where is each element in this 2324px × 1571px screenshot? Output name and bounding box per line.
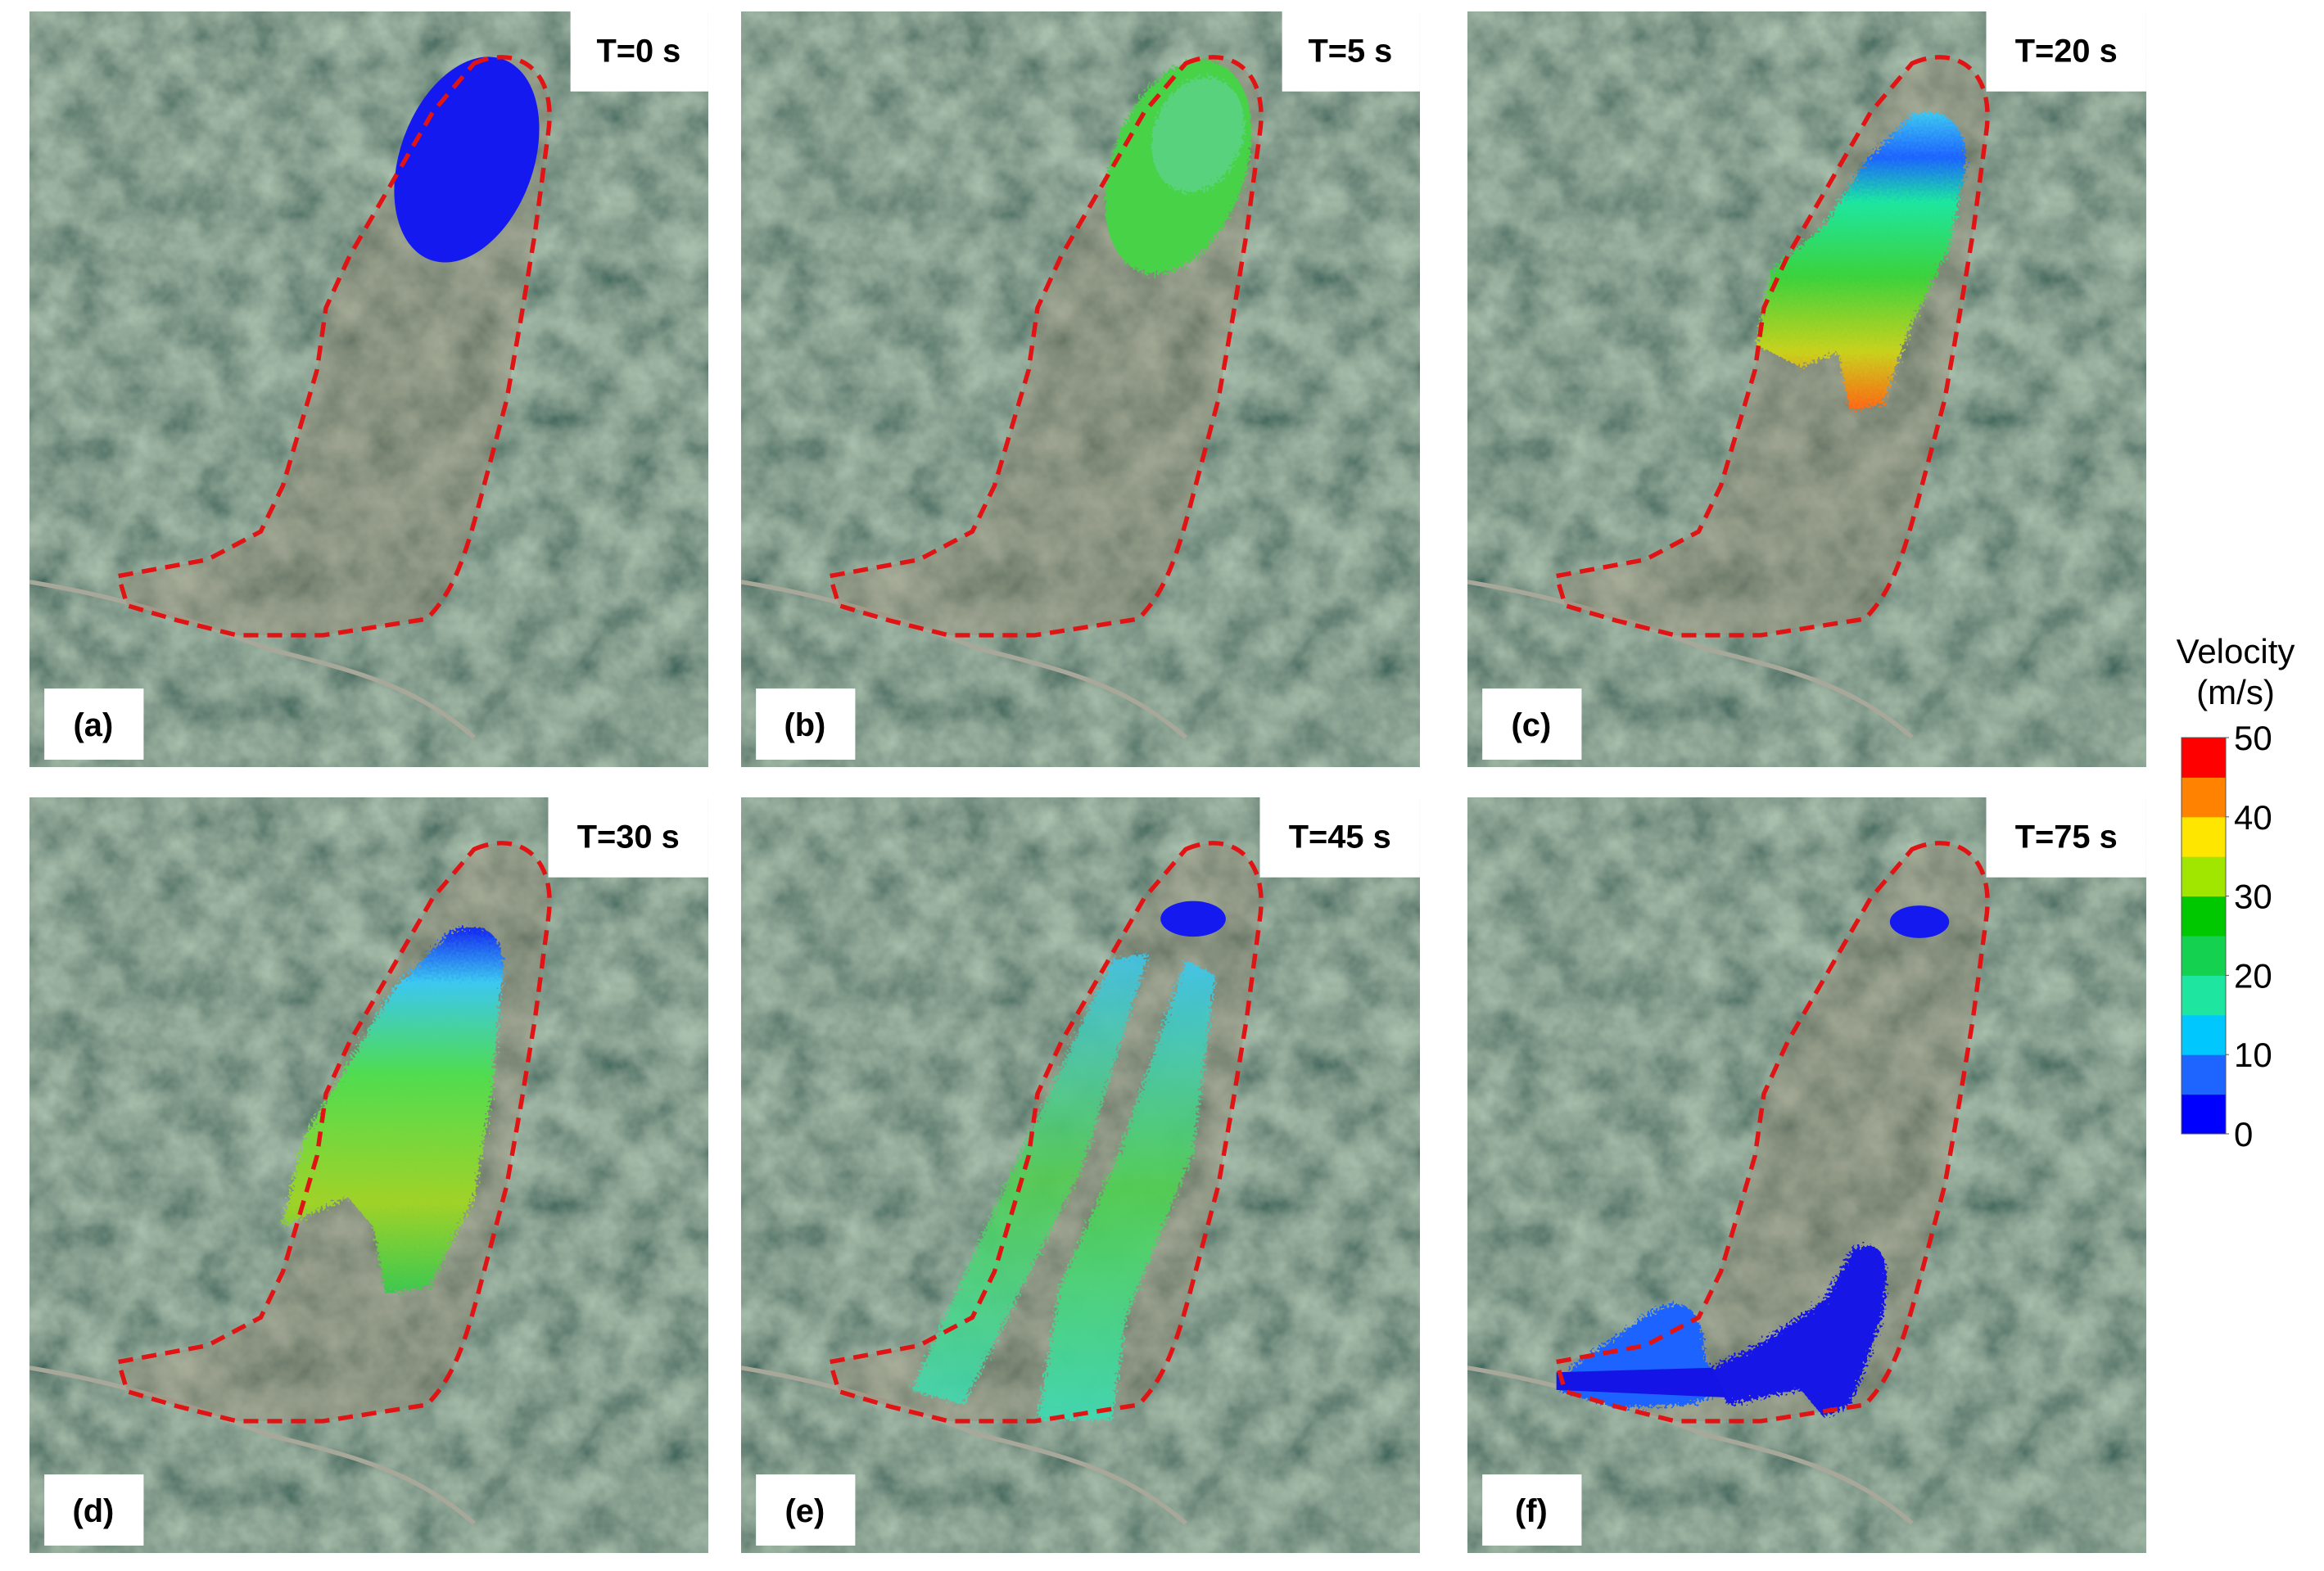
- mass: [281, 927, 504, 1294]
- colorbar-frame: [2181, 737, 2227, 1135]
- colorbar-segment: [2182, 936, 2226, 976]
- panel-label: (d): [72, 1493, 114, 1529]
- time-box: [548, 797, 708, 878]
- colorbar-segment: [2182, 1054, 2226, 1095]
- mass: [1889, 905, 1950, 938]
- panel: T=75 s (f): [1467, 797, 2146, 1553]
- time-label: T=20 s: [2015, 34, 2118, 70]
- panel: T=5 s (b): [741, 11, 1420, 767]
- time-label: T=75 s: [2015, 819, 2118, 855]
- time-box: [1986, 11, 2146, 92]
- label-box: [44, 1474, 144, 1546]
- time-label: T=45 s: [1289, 819, 1391, 855]
- time-box: [1259, 797, 1420, 878]
- label-box: [1482, 1474, 1582, 1546]
- label-box: [756, 1474, 856, 1546]
- mass: [911, 953, 1149, 1406]
- colorbar-tick-label: 50: [2234, 719, 2272, 757]
- road: [1467, 1366, 1914, 1525]
- panel-label: (a): [74, 707, 114, 743]
- mass: [394, 56, 540, 263]
- time-box: [570, 11, 708, 92]
- colorbar-segment: [2182, 777, 2226, 818]
- colorbar-tick-label: 0: [2234, 1115, 2253, 1153]
- panel-label: (c): [1512, 707, 1552, 743]
- colorbar-segment: [2182, 975, 2226, 1016]
- colorbar-title: (m/s): [2196, 673, 2275, 711]
- label-box: [756, 688, 856, 760]
- road: [29, 580, 476, 739]
- colorbar-segment: [2182, 738, 2226, 778]
- panel: T=30 s (d): [29, 797, 708, 1553]
- time-label: T=30 s: [577, 819, 680, 855]
- panel-label: (f): [1515, 1493, 1548, 1529]
- time-box: [1986, 797, 2146, 878]
- panel-label: (b): [784, 707, 825, 743]
- mass: [1038, 960, 1216, 1420]
- colorbar-tick-label: 10: [2234, 1036, 2272, 1074]
- colorbar-tick-label: 20: [2234, 956, 2272, 995]
- colorbar-title: Velocity: [2177, 632, 2295, 670]
- time-label: T=5 s: [1308, 34, 1392, 70]
- panel: T=20 s (c): [1467, 11, 2146, 767]
- colorbar-tick-label: 40: [2234, 798, 2272, 837]
- label-box: [1482, 688, 1582, 760]
- colorbar-segment: [2182, 816, 2226, 857]
- road: [741, 1366, 1187, 1525]
- mass: [1756, 112, 1966, 412]
- colorbar-segment: [2182, 896, 2226, 937]
- mass: [1556, 1367, 1727, 1397]
- road: [741, 580, 1187, 739]
- colorbar-segment: [2182, 1094, 2226, 1135]
- time-box: [1282, 11, 1420, 92]
- panel: T=45 s (e): [741, 797, 1420, 1553]
- road: [29, 1366, 476, 1525]
- colorbar-segment: [2182, 856, 2226, 897]
- panel-label: (e): [785, 1493, 825, 1529]
- mass: [1711, 1245, 1887, 1417]
- time-label: T=0 s: [596, 34, 680, 70]
- label-box: [44, 688, 144, 760]
- colorbar-segment: [2182, 1014, 2226, 1055]
- mass: [1160, 901, 1226, 937]
- colorbar-tick-label: 30: [2234, 878, 2272, 916]
- colorbar: Velocity (m/s) 0 10 20 30 40 50: [2177, 632, 2295, 1153]
- panel: T=0 s (a): [29, 11, 708, 767]
- road: [1467, 580, 1914, 739]
